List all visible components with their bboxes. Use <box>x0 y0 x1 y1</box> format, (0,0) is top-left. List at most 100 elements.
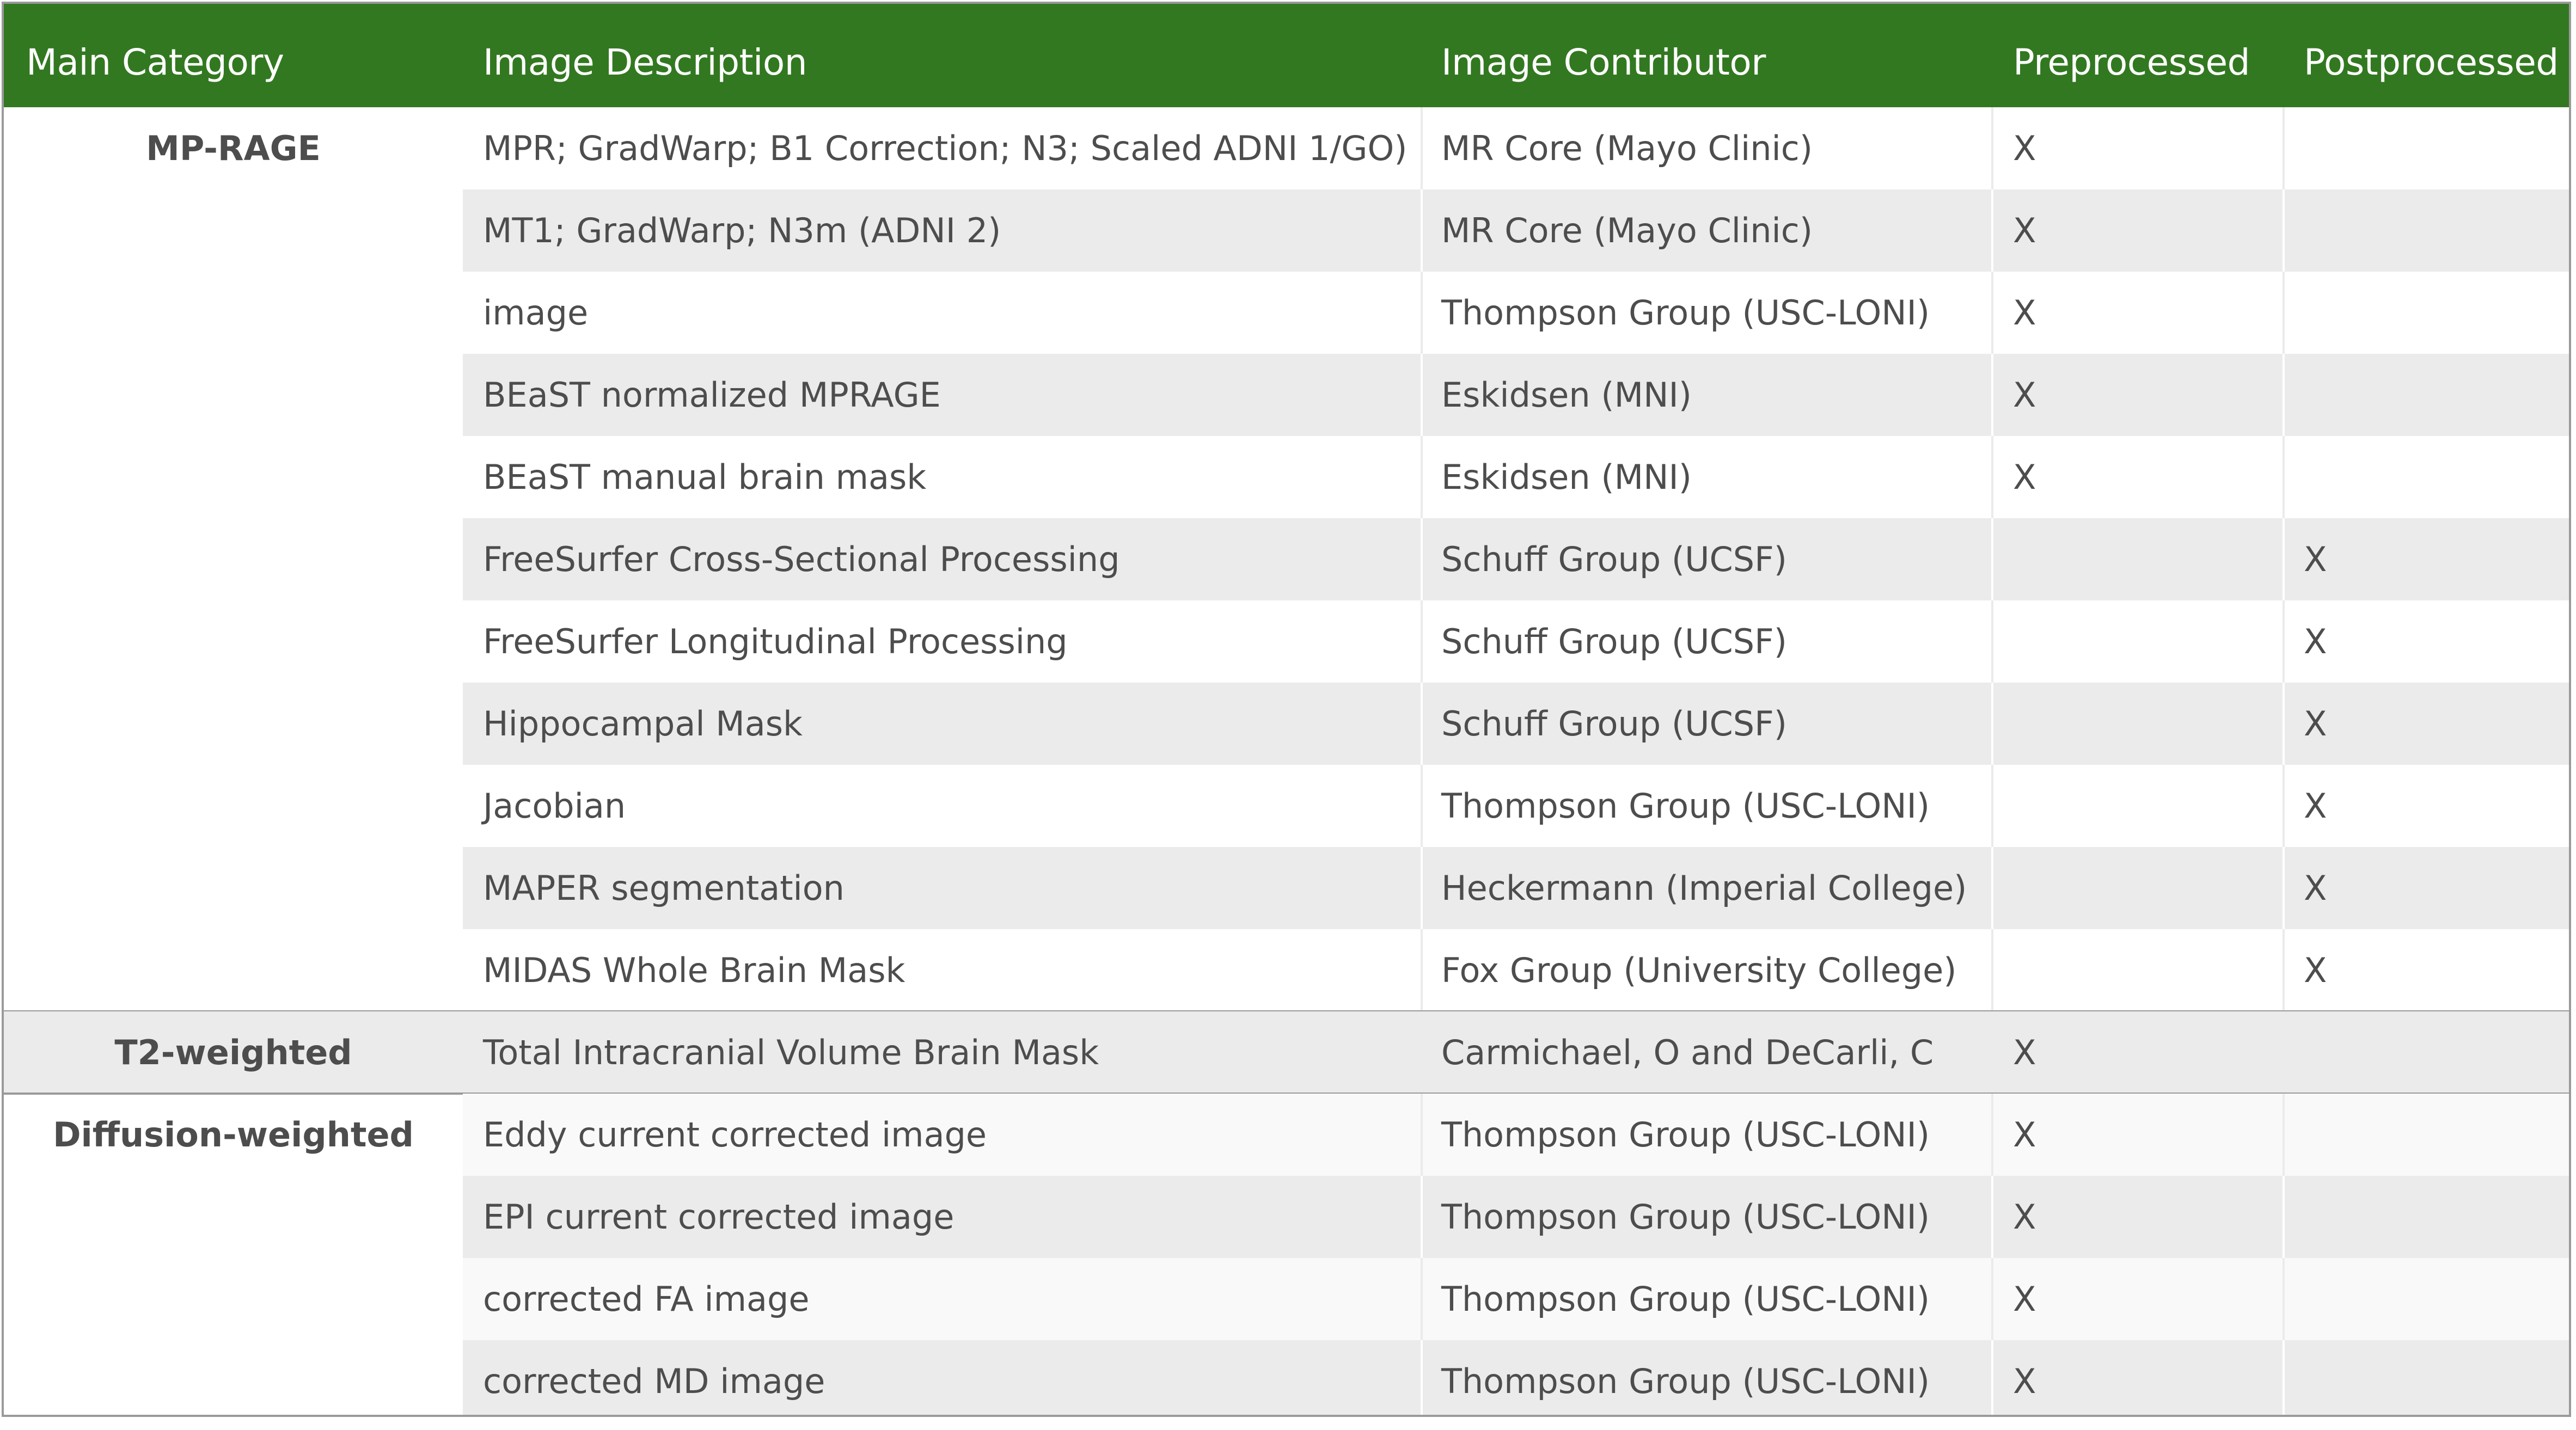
column-divider <box>2283 272 2285 354</box>
group-band <box>4 1011 2569 1094</box>
column-divider <box>1991 847 1993 929</box>
column-divider <box>2283 354 2285 436</box>
cell-image-contributor: Schuff Group (UCSF) <box>1441 539 1787 579</box>
cell-postprocessed: X <box>2304 950 2327 990</box>
cell-image-description: image <box>483 293 589 333</box>
cell-postprocessed: X <box>2304 786 2327 826</box>
table-row: BEaST normalized MPRAGE Eskidsen (MNI) X <box>4 354 2569 436</box>
cell-preprocessed: X <box>2013 457 2036 497</box>
column-divider <box>1421 765 1423 847</box>
table-row: image Thompson Group (USC-LONI) X <box>4 272 2569 354</box>
header-image-description: Image Description <box>483 41 807 83</box>
table-row: EPI current corrected image Thompson Grou… <box>4 1176 2569 1258</box>
cell-image-contributor: Thompson Group (USC-LONI) <box>1441 1115 1930 1155</box>
column-divider <box>1991 1094 1993 1176</box>
header-preprocessed: Preprocessed <box>2013 41 2250 83</box>
column-divider <box>2283 765 2285 847</box>
cell-postprocessed: X <box>2304 704 2327 744</box>
column-divider <box>1991 929 1993 1011</box>
table-row: Eddy current corrected image Thompson Gro… <box>4 1094 2569 1176</box>
table-header: Main Category Image Description Image Co… <box>4 4 2569 107</box>
cell-preprocessed: X <box>2013 1361 2036 1401</box>
column-divider <box>1991 1176 1993 1258</box>
column-divider <box>1991 518 1993 600</box>
column-divider <box>1991 765 1993 847</box>
header-image-contributor: Image Contributor <box>1441 41 1766 83</box>
row-background <box>463 189 2569 272</box>
column-divider <box>1421 354 1423 436</box>
row-background <box>463 1094 2569 1176</box>
column-divider <box>1421 1094 1423 1176</box>
cell-image-contributor: Thompson Group (USC-LONI) <box>1441 1279 1930 1319</box>
column-divider <box>2283 1094 2285 1176</box>
column-divider <box>2283 1340 2285 1415</box>
column-divider <box>2283 929 2285 1011</box>
table-row: MIDAS Whole Brain Mask Fox Group (Univers… <box>4 929 2569 1011</box>
row-background <box>463 1176 2569 1258</box>
table-row: FreeSurfer Longitudinal Processing Schuff… <box>4 600 2569 683</box>
table-row: Jacobian Thompson Group (USC-LONI) X <box>4 765 2569 847</box>
column-divider <box>1991 272 1993 354</box>
column-divider <box>2283 1258 2285 1340</box>
column-divider <box>2283 600 2285 683</box>
category-label: T2-weighted <box>114 1033 352 1072</box>
cell-image-description: MIDAS Whole Brain Mask <box>483 950 905 990</box>
table-row: corrected FA image Thompson Group (USC-LO… <box>4 1258 2569 1340</box>
column-divider <box>1991 107 1993 189</box>
column-divider <box>1991 600 1993 683</box>
row-background <box>463 847 2569 929</box>
cell-image-description: MAPER segmentation <box>483 868 845 908</box>
category-label: Diffusion-weighted <box>53 1115 414 1155</box>
cell-preprocessed: X <box>2013 1033 2036 1072</box>
table-row: MT1; GradWarp; N3m (ADNI 2) MR Core (Mayo… <box>4 189 2569 272</box>
cell-image-description: Eddy current corrected image <box>483 1115 987 1155</box>
cell-preprocessed: X <box>2013 211 2036 250</box>
cell-image-description: corrected MD image <box>483 1361 825 1401</box>
cell-image-contributor: Carmichael, O and DeCarli, C <box>1441 1033 1934 1072</box>
column-divider <box>1421 1258 1423 1340</box>
cell-image-description: BEaST normalized MPRAGE <box>483 375 941 415</box>
cell-preprocessed: X <box>2013 293 2036 333</box>
cell-image-description: Jacobian <box>483 786 626 826</box>
cell-preprocessed: X <box>2013 1279 2036 1319</box>
cell-image-contributor: Thompson Group (USC-LONI) <box>1441 1361 1930 1401</box>
column-divider <box>2283 189 2285 272</box>
column-divider <box>1421 189 1423 272</box>
category-label: MP-RAGE <box>146 128 321 168</box>
column-divider <box>2283 683 2285 765</box>
header-postprocessed: Postprocessed <box>2304 41 2559 83</box>
column-divider <box>1991 436 1993 518</box>
cell-image-contributor: Schuff Group (UCSF) <box>1441 704 1787 744</box>
row-background <box>463 683 2569 765</box>
column-divider <box>1991 683 1993 765</box>
column-divider <box>1421 518 1423 600</box>
row-background <box>463 1340 2569 1415</box>
cell-image-contributor: Heckermann (Imperial College) <box>1441 868 1967 908</box>
cell-image-contributor: Thompson Group (USC-LONI) <box>1441 293 1930 333</box>
row-background <box>463 1258 2569 1340</box>
column-divider <box>1421 1176 1423 1258</box>
cell-image-contributor: Eskidsen (MNI) <box>1441 375 1692 415</box>
column-divider <box>1421 436 1423 518</box>
column-divider <box>1991 189 1993 272</box>
row-background <box>463 354 2569 436</box>
cell-image-description: corrected FA image <box>483 1279 810 1319</box>
cell-image-description: EPI current corrected image <box>483 1197 954 1237</box>
column-divider <box>1421 929 1423 1011</box>
cell-preprocessed: X <box>2013 375 2036 415</box>
column-divider <box>2283 1176 2285 1258</box>
cell-preprocessed: X <box>2013 1197 2036 1237</box>
column-divider <box>1991 1258 1993 1340</box>
column-divider <box>2283 518 2285 600</box>
column-divider <box>1421 600 1423 683</box>
table-row: corrected MD image Thompson Group (USC-LO… <box>4 1340 2569 1415</box>
column-divider <box>1421 847 1423 929</box>
cell-image-description: Total Intracranial Volume Brain Mask <box>483 1033 1099 1072</box>
cell-image-contributor: Schuff Group (UCSF) <box>1441 622 1787 661</box>
column-divider <box>2283 847 2285 929</box>
cell-image-description: BEaST manual brain mask <box>483 457 927 497</box>
cell-image-description: FreeSurfer Cross-Sectional Processing <box>483 539 1120 579</box>
column-divider <box>1421 272 1423 354</box>
table-row: MPR; GradWarp; B1 Correction; N3; Scaled… <box>4 107 2569 189</box>
